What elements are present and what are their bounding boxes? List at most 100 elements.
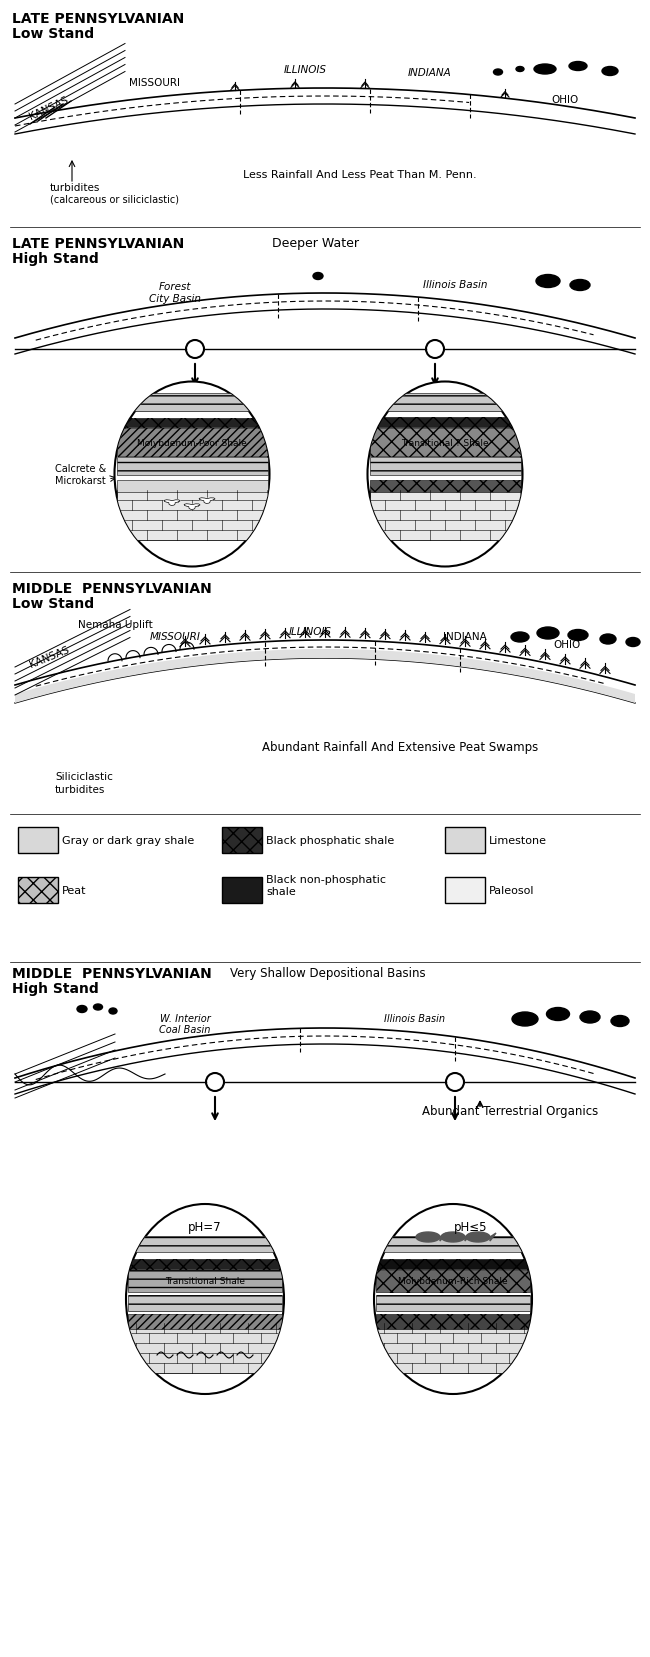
Ellipse shape bbox=[367, 383, 523, 567]
Text: MISSOURI: MISSOURI bbox=[129, 78, 181, 88]
Ellipse shape bbox=[313, 273, 323, 280]
Polygon shape bbox=[441, 1233, 465, 1243]
Text: INDIANA: INDIANA bbox=[443, 631, 487, 641]
Bar bbox=[376, 1271, 530, 1292]
Bar bbox=[18, 878, 58, 903]
Text: OHIO: OHIO bbox=[553, 640, 580, 650]
Ellipse shape bbox=[568, 630, 588, 641]
Ellipse shape bbox=[600, 635, 616, 645]
Text: Nemaha Uplift: Nemaha Uplift bbox=[77, 620, 152, 630]
Polygon shape bbox=[490, 1233, 496, 1241]
Ellipse shape bbox=[534, 65, 556, 75]
Bar bbox=[18, 827, 58, 853]
Text: Less Rainfall And Less Peat Than M. Penn.: Less Rainfall And Less Peat Than M. Penn… bbox=[243, 171, 477, 181]
Text: KANSAS: KANSAS bbox=[28, 645, 71, 669]
Ellipse shape bbox=[114, 383, 270, 567]
Bar bbox=[222, 827, 262, 853]
Text: MISSOURI: MISSOURI bbox=[150, 631, 200, 641]
Text: Gray or dark gray shale: Gray or dark gray shale bbox=[62, 835, 194, 845]
Text: Black non-phosphatic
shale: Black non-phosphatic shale bbox=[266, 875, 386, 896]
Polygon shape bbox=[416, 1233, 440, 1243]
Ellipse shape bbox=[611, 1016, 629, 1027]
Polygon shape bbox=[15, 650, 635, 704]
Bar bbox=[376, 1259, 530, 1269]
Ellipse shape bbox=[512, 1012, 538, 1026]
Text: MIDDLE  PENNSYLVANIAN: MIDDLE PENNSYLVANIAN bbox=[12, 582, 212, 595]
Ellipse shape bbox=[94, 1004, 103, 1011]
Ellipse shape bbox=[77, 1006, 87, 1012]
Text: Forest: Forest bbox=[159, 282, 191, 292]
Bar bbox=[116, 481, 268, 499]
Polygon shape bbox=[466, 1233, 490, 1243]
Bar bbox=[369, 457, 521, 476]
Bar bbox=[369, 429, 521, 457]
Text: Transitional ? Shale: Transitional ? Shale bbox=[401, 437, 489, 447]
Ellipse shape bbox=[126, 1205, 284, 1394]
Text: Molybdenum-Poor Shale: Molybdenum-Poor Shale bbox=[137, 437, 247, 447]
Text: Transitional Shale: Transitional Shale bbox=[165, 1278, 245, 1286]
Text: Illinois Basin: Illinois Basin bbox=[385, 1014, 445, 1024]
Bar bbox=[116, 457, 268, 476]
Bar bbox=[445, 878, 485, 903]
Ellipse shape bbox=[511, 633, 529, 643]
Text: Deeper Water: Deeper Water bbox=[272, 237, 359, 250]
Bar bbox=[445, 827, 485, 853]
Text: (calcareous or siliciclastic): (calcareous or siliciclastic) bbox=[50, 196, 179, 205]
Bar bbox=[369, 418, 521, 428]
Text: Abundant Terrestrial Organics: Abundant Terrestrial Organics bbox=[422, 1105, 598, 1118]
Bar bbox=[128, 1236, 282, 1253]
Ellipse shape bbox=[537, 628, 559, 640]
Text: Low Stand: Low Stand bbox=[12, 27, 94, 41]
Text: City Basin: City Basin bbox=[149, 293, 201, 303]
Bar bbox=[376, 1314, 530, 1334]
Ellipse shape bbox=[626, 638, 640, 648]
Text: Molybdenum-Rich Shale: Molybdenum-Rich Shale bbox=[398, 1278, 508, 1286]
Bar bbox=[116, 394, 268, 411]
Ellipse shape bbox=[569, 63, 587, 71]
Text: Peat: Peat bbox=[62, 885, 86, 895]
Bar bbox=[222, 878, 262, 903]
Text: High Stand: High Stand bbox=[12, 252, 99, 265]
Text: turbidites: turbidites bbox=[55, 784, 105, 794]
Ellipse shape bbox=[570, 280, 590, 292]
Bar bbox=[369, 394, 521, 411]
Text: Paleosol: Paleosol bbox=[489, 885, 534, 895]
Text: ILLINOIS: ILLINOIS bbox=[283, 65, 326, 75]
Bar bbox=[376, 1236, 530, 1253]
Text: Very Shallow Depositional Basins: Very Shallow Depositional Basins bbox=[230, 966, 426, 979]
Text: LATE PENNSYLVANIAN: LATE PENNSYLVANIAN bbox=[12, 12, 184, 27]
Polygon shape bbox=[440, 1233, 446, 1241]
Text: LATE PENNSYLVANIAN: LATE PENNSYLVANIAN bbox=[12, 237, 184, 250]
Bar bbox=[128, 1259, 282, 1269]
Ellipse shape bbox=[547, 1007, 569, 1021]
Bar bbox=[369, 481, 521, 499]
Ellipse shape bbox=[374, 1205, 532, 1394]
Text: Limestone: Limestone bbox=[489, 835, 547, 845]
Text: Illinois Basin: Illinois Basin bbox=[422, 280, 488, 290]
Bar bbox=[116, 429, 268, 457]
Ellipse shape bbox=[516, 68, 524, 73]
Ellipse shape bbox=[109, 1009, 117, 1014]
Text: Abundant Rainfall And Extensive Peat Swamps: Abundant Rainfall And Extensive Peat Swa… bbox=[262, 741, 538, 754]
Text: OHIO: OHIO bbox=[551, 94, 578, 104]
Text: Siliciclastic: Siliciclastic bbox=[55, 772, 113, 782]
Polygon shape bbox=[184, 504, 200, 510]
Bar bbox=[376, 1296, 530, 1311]
Text: MIDDLE  PENNSYLVANIAN: MIDDLE PENNSYLVANIAN bbox=[12, 966, 212, 981]
Polygon shape bbox=[164, 500, 180, 505]
Text: turbidites: turbidites bbox=[50, 182, 100, 192]
Ellipse shape bbox=[602, 68, 618, 76]
Text: ILLINOIS: ILLINOIS bbox=[289, 626, 332, 636]
Text: Coal Basin: Coal Basin bbox=[159, 1024, 211, 1034]
Text: High Stand: High Stand bbox=[12, 981, 99, 996]
Bar bbox=[116, 492, 268, 540]
Text: INDIANA: INDIANA bbox=[408, 68, 452, 78]
Bar bbox=[116, 418, 268, 428]
Text: KANSAS: KANSAS bbox=[28, 94, 70, 123]
Text: pH≤5: pH≤5 bbox=[454, 1220, 488, 1233]
Bar bbox=[128, 1329, 282, 1374]
Text: pH=7: pH=7 bbox=[188, 1220, 222, 1233]
Ellipse shape bbox=[580, 1011, 600, 1024]
Text: Calcrete &
Microkarst: Calcrete & Microkarst bbox=[55, 464, 106, 486]
Bar bbox=[376, 1329, 530, 1374]
